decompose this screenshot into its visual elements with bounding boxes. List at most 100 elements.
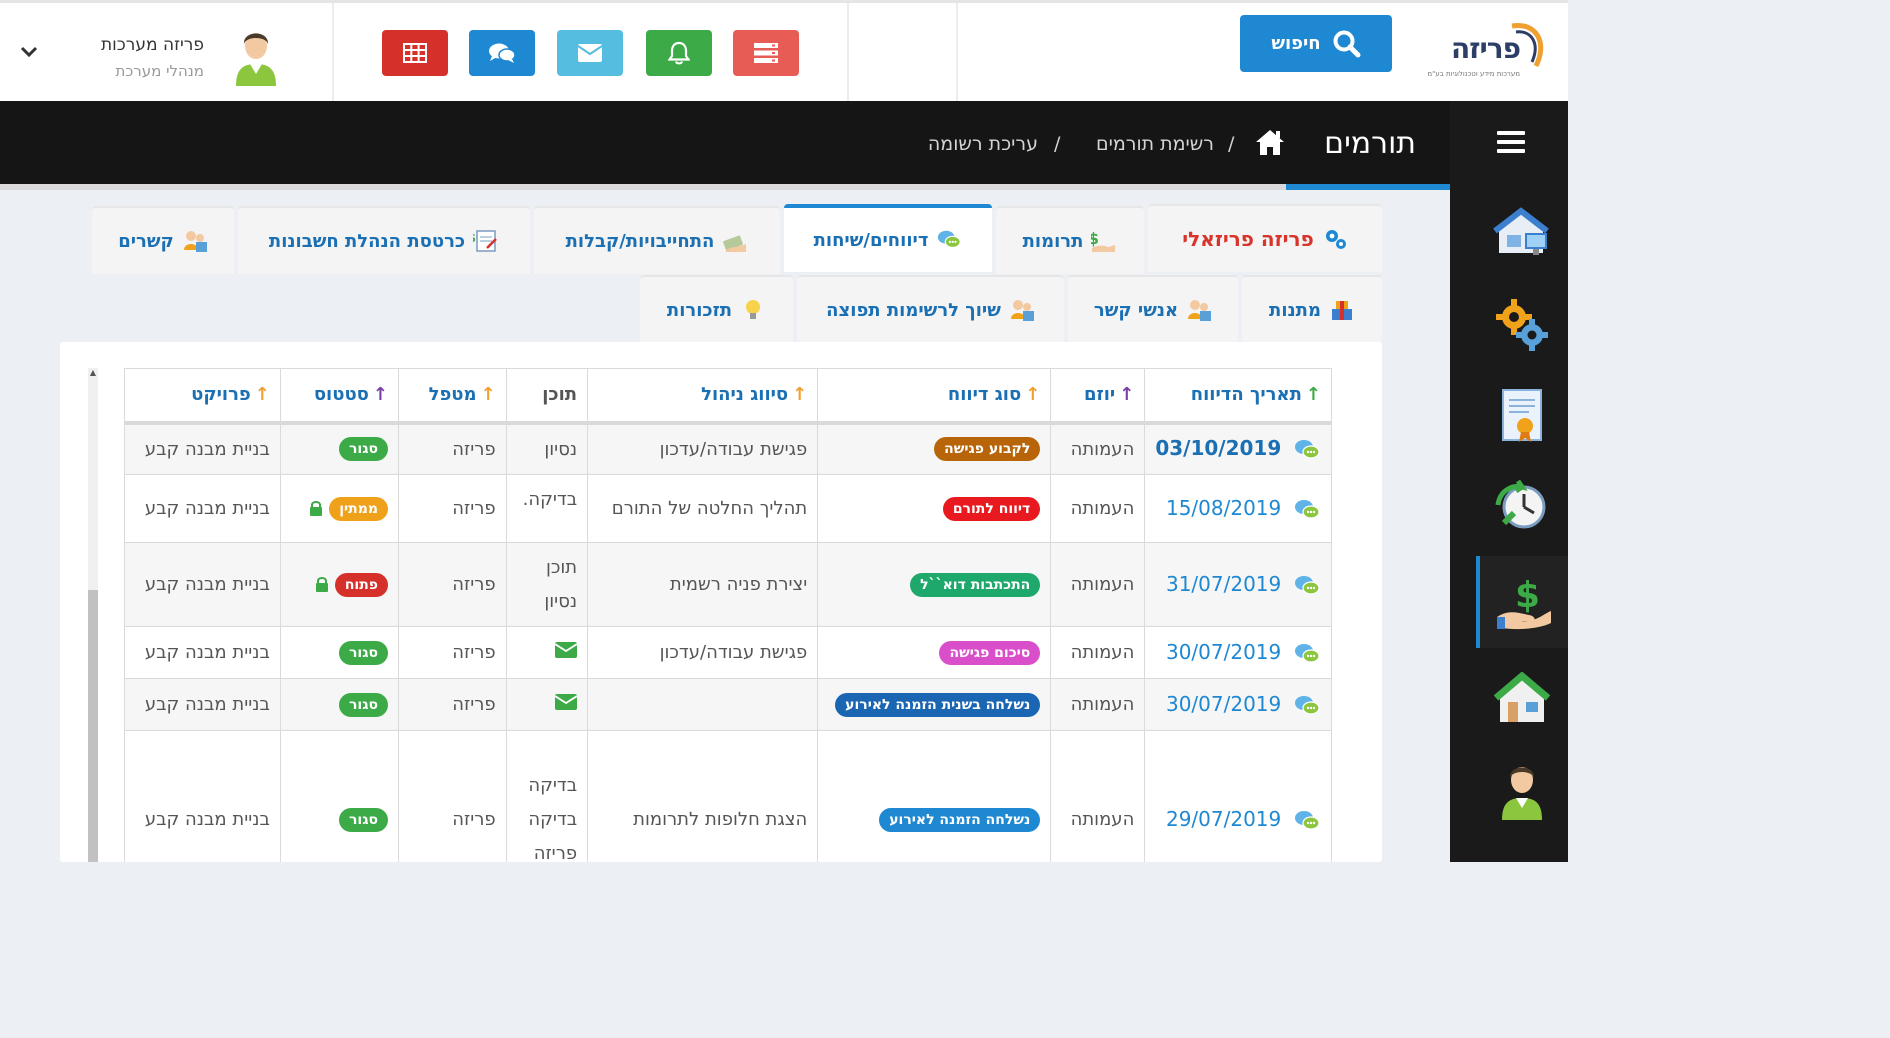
column-header-initiator[interactable]: ↑יוזם	[1050, 368, 1146, 425]
sidebar-item-properties[interactable]	[1476, 652, 1568, 744]
envelope-icon[interactable]	[554, 694, 578, 710]
user-role: מנהלי מערכת	[115, 62, 204, 80]
table-row[interactable]: 30/07/2019 העמותה נשלחה בשנית הזמנה לאיר…	[124, 678, 1332, 731]
tab-donations[interactable]: $ תרומות	[996, 206, 1144, 274]
tab-gifts[interactable]: מתנות	[1242, 275, 1382, 343]
svg-text:$: $	[1091, 229, 1099, 248]
content-cell[interactable]	[505, 626, 589, 679]
tab-commitments[interactable]: התחייבויות/קבלות	[534, 206, 780, 274]
reports-table-viewport: ↑תאריך הדיווח ↑יוזם ↑סוג דיווח ↑סיווג ני…	[124, 368, 1332, 862]
user-icon	[1502, 767, 1542, 820]
column-header-date[interactable]: ↑תאריך הדיווח	[1144, 368, 1332, 425]
mail-button[interactable]	[557, 30, 623, 76]
bulb-icon	[746, 300, 761, 319]
home-icon[interactable]	[1254, 128, 1286, 156]
search-button[interactable]: חיפוש	[1240, 15, 1392, 72]
notifications-button[interactable]	[646, 30, 712, 76]
clock-icon	[1495, 479, 1546, 529]
status-cell: סגור	[279, 678, 400, 731]
tab-label: תזכורות	[666, 299, 733, 321]
table-row[interactable]: 31/07/2019 העמותה התכתבות דוא``ל יצירת פ…	[124, 542, 1332, 627]
breadcrumb-separator: /	[1228, 133, 1235, 155]
project-cell: בניית מבנה קבע	[124, 626, 281, 679]
sidebar-item-network[interactable]	[1476, 188, 1568, 280]
tab-reports[interactable]: דיווחים/שיחות	[784, 204, 992, 272]
tab-relations[interactable]: קשרים	[92, 206, 234, 274]
report-date-link[interactable]: 31/07/2019	[1165, 571, 1282, 596]
report-date-link[interactable]: 30/07/2019	[1165, 639, 1282, 664]
initiator-cell: העמותה	[1050, 542, 1146, 627]
table-row[interactable]: 30/07/2019 העמותה סיכום פגישה פגישת עבוד…	[124, 626, 1332, 679]
project-cell: בניית מבנה קבע	[124, 422, 281, 475]
chat-icon	[1295, 643, 1320, 663]
column-header-type[interactable]: ↑סוג דיווח	[817, 368, 1052, 425]
people-icon	[1188, 300, 1212, 321]
people-icon	[183, 231, 207, 252]
column-header-project[interactable]: ↑פרויקט	[124, 368, 281, 425]
chat-icon	[1295, 575, 1320, 595]
scroll-up-arrow[interactable]: ▲	[89, 368, 97, 377]
server-button[interactable]	[733, 30, 799, 76]
report-date-link[interactable]: 30/07/2019	[1165, 691, 1282, 716]
column-header-classification[interactable]: ↑סיווג ניהול	[587, 368, 819, 425]
report-date-link[interactable]: 15/08/2019	[1165, 495, 1282, 520]
chevron-down-icon[interactable]	[18, 40, 40, 62]
status-cell: פתוח	[279, 542, 400, 627]
chat-button[interactable]	[469, 30, 535, 76]
envelope-icon	[577, 44, 603, 62]
initiator-cell: העמותה	[1050, 678, 1146, 731]
content-cell: בדיקה.	[505, 474, 589, 543]
certificate-icon	[1502, 389, 1542, 442]
classification-cell: הצגת חלופות לתרומות	[587, 730, 819, 862]
report-date-link[interactable]: 29/07/2019	[1165, 806, 1282, 831]
sidebar-item-settings[interactable]	[1476, 279, 1568, 371]
chat-icon	[489, 43, 516, 63]
breadcrumb-item-donors[interactable]: רשימת תורמים	[1095, 133, 1214, 155]
project-cell: בניית מבנה קבע	[124, 542, 281, 627]
status-badge: סגור	[339, 640, 389, 665]
ledger-icon: $	[473, 230, 497, 252]
handler-cell: פריזה	[398, 730, 507, 862]
tab-ledger[interactable]: $ כרטסת הנהלת חשבונות	[238, 206, 530, 274]
date-cell[interactable]: 03/10/2019	[1144, 422, 1332, 475]
table-button[interactable]	[382, 30, 448, 76]
tab-label: תרומות	[1022, 230, 1084, 252]
date-cell[interactable]: 29/07/2019	[1144, 730, 1332, 862]
date-cell[interactable]: 31/07/2019	[1144, 542, 1332, 627]
user-avatar[interactable]	[232, 24, 280, 86]
table-row[interactable]: 15/08/2019 העמותה דיווח לתורם תהליך החלט…	[124, 474, 1332, 543]
tab-label: פריזה פריזאלי	[1182, 227, 1314, 251]
tab-reminders[interactable]: תזכורות	[640, 275, 793, 343]
type-cell: נשלחה הזמנה לאירוע	[817, 730, 1052, 862]
sidebar-item-donations[interactable]: $	[1476, 556, 1568, 648]
status-badge: סגור	[339, 437, 389, 462]
date-cell[interactable]: 30/07/2019	[1144, 626, 1332, 679]
sort-arrow-icon: ↑	[1025, 384, 1041, 406]
tab-mailing-lists[interactable]: שיוך לרשימות תפוצה	[797, 275, 1064, 343]
table-row[interactable]: 03/10/2019 העמותה לקבוע פגישה פגישת עבוד…	[124, 422, 1332, 475]
reports-table: ↑תאריך הדיווח ↑יוזם ↑סוג דיווח ↑סיווג ני…	[124, 368, 1332, 862]
chat-icon	[1295, 440, 1320, 459]
menu-icon[interactable]	[1497, 131, 1525, 153]
project-cell: בניית מבנה קבע	[124, 474, 281, 543]
date-cell[interactable]: 30/07/2019	[1144, 678, 1332, 731]
tab-label: שיוך לרשימות תפוצה	[826, 299, 1001, 321]
sidebar-item-documents[interactable]	[1476, 370, 1568, 462]
envelope-icon[interactable]	[554, 642, 578, 658]
tab-profile[interactable]: פריזה פריזאלי	[1148, 204, 1382, 272]
scrollbar-thumb[interactable]	[88, 590, 98, 862]
initiator-cell: העמותה	[1050, 626, 1146, 679]
user-name: פריזה מערכות	[101, 35, 204, 55]
date-cell[interactable]: 15/08/2019	[1144, 474, 1332, 543]
content-cell[interactable]	[505, 678, 589, 731]
logo-subtitle: מערכות מידע וטכנולוגיות בע"מ	[1427, 70, 1520, 78]
table-row[interactable]: 29/07/2019 העמותה נשלחה הזמנה לאירוע הצג…	[124, 730, 1332, 862]
report-date-link[interactable]: 03/10/2019	[1155, 436, 1282, 461]
sidebar-item-history[interactable]	[1476, 461, 1568, 553]
sidebar-item-users[interactable]	[1476, 743, 1568, 835]
handler-cell: פריזה	[398, 678, 507, 731]
tab-contacts[interactable]: אנשי קשר	[1068, 275, 1238, 343]
column-header-status[interactable]: ↑סטטוס	[279, 368, 400, 425]
logo[interactable]: פריזה מערכות מידע וטכנולוגיות בע"מ	[1427, 22, 1546, 84]
column-header-handler[interactable]: ↑מטפל	[398, 368, 507, 425]
